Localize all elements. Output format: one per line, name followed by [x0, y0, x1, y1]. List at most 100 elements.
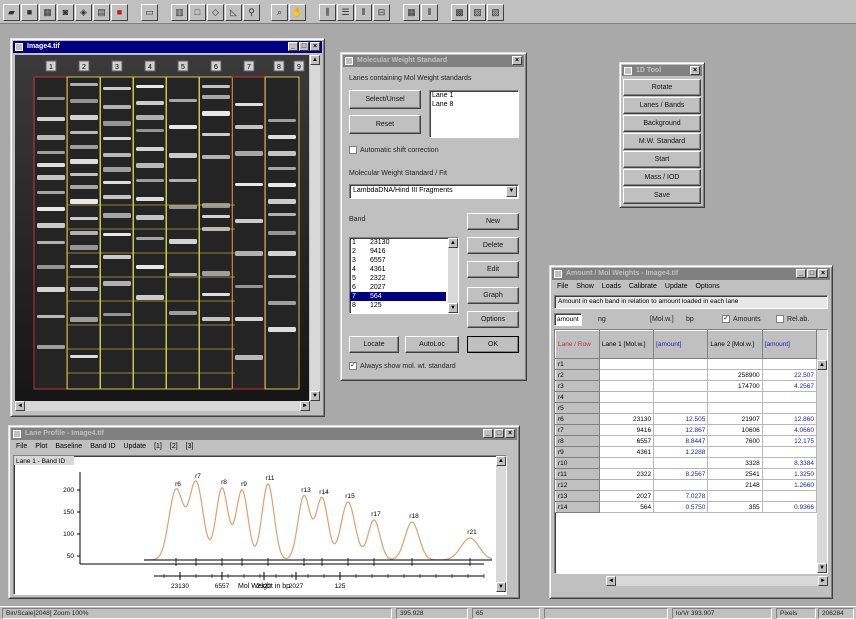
- lane1-amount-cell[interactable]: [653, 457, 709, 469]
- scroll-up-icon[interactable]: ▲: [310, 55, 320, 65]
- gauge-icon[interactable]: ⊟: [373, 4, 390, 21]
- select-unsel-button[interactable]: Select/Unsel: [349, 90, 421, 109]
- lane2-mw-cell[interactable]: 7600: [707, 435, 763, 447]
- menu-view-2[interactable]: [2]: [169, 443, 178, 450]
- list-item[interactable]: Lane 8: [432, 101, 454, 108]
- lane1-mw-cell[interactable]: [598, 402, 655, 414]
- checkbox-checked-icon[interactable]: ✓: [349, 362, 357, 370]
- amounts-checkbox[interactable]: ✓ Amounts: [722, 315, 761, 323]
- results-horizontal-scrollbar[interactable]: ◄ ►: [606, 576, 828, 586]
- paint-icon[interactable]: ◈: [75, 4, 92, 21]
- stop-icon[interactable]: ■: [111, 4, 128, 21]
- lane2-mw-cell[interactable]: 258900: [707, 369, 763, 381]
- bands-icon[interactable]: ☰: [337, 4, 354, 21]
- lane2-amount-cell[interactable]: 1.2660: [761, 479, 818, 491]
- lane2-mw-cell[interactable]: [707, 446, 763, 458]
- band-list-item[interactable]: 7 564: [350, 292, 446, 301]
- close-icon[interactable]: ×: [505, 429, 515, 438]
- tool-save-button[interactable]: Save: [623, 187, 701, 204]
- scroll-up-icon[interactable]: ▲: [448, 238, 458, 248]
- tool-background-button[interactable]: Background: [623, 115, 701, 132]
- lane1-mw-cell[interactable]: [598, 369, 655, 381]
- graph-button[interactable]: Graph: [467, 287, 519, 304]
- row-header[interactable]: r2: [555, 369, 600, 381]
- maximize-icon[interactable]: □: [494, 429, 504, 438]
- lane2-amount-cell[interactable]: [761, 391, 818, 403]
- menu-show[interactable]: Show: [576, 283, 594, 290]
- scroll-up-icon[interactable]: ▲: [496, 456, 506, 466]
- tool-palette-titlebar[interactable]: 1D Tool ×: [622, 65, 702, 76]
- lane2-mw-cell[interactable]: 21907: [707, 413, 763, 425]
- scroll-down-icon[interactable]: ▼: [496, 582, 506, 592]
- scroll-down-icon[interactable]: ▼: [310, 391, 320, 401]
- lane2-amount-cell[interactable]: 4.2567: [761, 380, 818, 392]
- band-list-item[interactable]: 4 4361: [350, 265, 446, 274]
- ok-button[interactable]: OK: [467, 336, 519, 353]
- scroll-down-icon[interactable]: ▼: [448, 303, 458, 313]
- gel-image[interactable]: 1 2 3 4 5 6 7 8 9: [15, 55, 309, 401]
- row-header[interactable]: r7: [555, 424, 600, 436]
- menu-view-3[interactable]: [3]: [185, 443, 194, 450]
- list-item[interactable]: Lane 1: [432, 92, 454, 99]
- band-list-item[interactable]: 5 2322: [350, 274, 446, 283]
- band-list-scrollbar[interactable]: ▲ ▼: [448, 238, 458, 313]
- lane1-amount-cell[interactable]: 8.8447: [653, 435, 709, 447]
- lane2-amount-cell[interactable]: 22.507: [761, 369, 818, 381]
- lane1-amount-cell[interactable]: [653, 391, 709, 403]
- auto-shift-checkbox[interactable]: Automatic shift correction: [349, 146, 439, 154]
- menu-band-id[interactable]: Band ID: [90, 443, 116, 450]
- row-header[interactable]: r13: [555, 490, 600, 502]
- lane2-mw-cell[interactable]: 2148: [707, 479, 763, 491]
- menu-plot[interactable]: Plot: [35, 443, 48, 450]
- row-header[interactable]: r11: [555, 468, 600, 480]
- gel-vertical-scrollbar[interactable]: ▲ ▼: [310, 55, 320, 401]
- row-header[interactable]: r1: [555, 358, 600, 370]
- results-titlebar[interactable]: Amount / Mol Weights - Image4.tif _ □ ×: [552, 268, 830, 280]
- lane1-mw-cell[interactable]: 2027: [598, 490, 655, 502]
- lane2-mw-cell[interactable]: 174700: [707, 380, 763, 392]
- lane2-mw-cell[interactable]: 2541: [707, 468, 763, 480]
- lane1-mw-cell[interactable]: 564: [598, 501, 655, 513]
- maximize-icon[interactable]: □: [299, 42, 309, 51]
- export-icon[interactable]: ▧: [487, 4, 504, 21]
- lane2-amount-cell[interactable]: [761, 402, 818, 414]
- results-vertical-scrollbar[interactable]: ▲ ▼: [817, 330, 827, 573]
- checkbox-icon[interactable]: [776, 315, 784, 323]
- scroll-right-icon[interactable]: ►: [300, 401, 310, 411]
- row-header[interactable]: r4: [555, 391, 600, 403]
- lane2-mw-cell[interactable]: 355: [707, 501, 763, 513]
- wand-icon[interactable]: ⚲: [243, 4, 260, 21]
- delete-band-button[interactable]: Delete: [467, 237, 519, 254]
- lane2-mw-cell[interactable]: [707, 358, 763, 370]
- frame-icon[interactable]: ▭: [141, 4, 158, 21]
- chevron-down-icon[interactable]: ▼: [506, 186, 517, 197]
- locate-button[interactable]: Locate: [349, 336, 399, 353]
- lane1-amount-cell[interactable]: [653, 358, 709, 370]
- lane-profile-titlebar[interactable]: Lane Profile - Image4.tif _ □ ×: [11, 428, 517, 440]
- minimize-icon[interactable]: _: [483, 429, 493, 438]
- edit-band-button[interactable]: Edit: [467, 261, 519, 278]
- tool-m-w-standard-button[interactable]: M.W. Standard: [623, 133, 701, 150]
- lane1-amount-cell[interactable]: [653, 402, 709, 414]
- split-icon[interactable]: ⦀: [421, 4, 438, 21]
- row-header[interactable]: r8: [555, 435, 600, 447]
- lane1-amount-cell[interactable]: 12.505: [653, 413, 709, 425]
- chart-icon[interactable]: ▩: [451, 4, 468, 21]
- lane2-amount-cell[interactable]: 4.0660: [761, 424, 818, 436]
- menu-file[interactable]: File: [557, 283, 569, 290]
- col-header-lane1-amount[interactable]: [amount]: [653, 330, 709, 359]
- lane1-mw-cell[interactable]: 2322: [598, 468, 655, 480]
- lane2-mw-cell[interactable]: [707, 490, 763, 502]
- save-file-icon[interactable]: ■: [21, 4, 38, 21]
- standard-lanes-list[interactable]: Lane 1 Lane 8: [429, 90, 519, 138]
- close-icon[interactable]: ×: [690, 66, 700, 75]
- lane2-amount-cell[interactable]: [761, 490, 818, 502]
- menu-update[interactable]: Update: [123, 443, 147, 450]
- lane1-amount-cell[interactable]: 0.5750: [653, 501, 709, 513]
- lane1-mw-cell[interactable]: 6557: [598, 435, 655, 447]
- row-header[interactable]: r5: [555, 402, 600, 414]
- zoom-icon[interactable]: ⌕: [271, 4, 288, 21]
- lane2-amount-cell[interactable]: 12.860: [761, 413, 818, 425]
- row-header[interactable]: r14: [555, 501, 600, 513]
- print-icon[interactable]: ▤: [93, 4, 110, 21]
